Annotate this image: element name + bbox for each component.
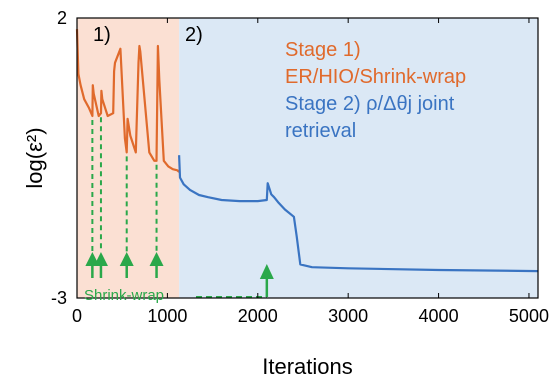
stage-region-1 [77, 18, 180, 298]
shrink-wrap-annotation: Shrink-wrap [84, 287, 164, 304]
stage-region-2 [179, 18, 539, 298]
series-line-1 [75, 29, 180, 173]
legend-stage1-title: Stage 1) [285, 39, 361, 61]
y-tick-label: -3 [51, 288, 67, 308]
stage2-arrow [259, 264, 274, 279]
x-axis-label: Iterations [262, 354, 353, 379]
legend-stage1-method: ER/HIO/Shrink-wrap [285, 66, 466, 88]
plot-frame [76, 17, 539, 299]
x-tick-label: 5000 [509, 306, 549, 326]
shrink-wrap-arrow [149, 252, 164, 266]
y-axis-label: log(ε²) [22, 127, 47, 188]
stage1-region-label: 1) [93, 24, 111, 46]
x-tick-label: 4000 [419, 306, 459, 326]
tick-labels: 0 1000 2000 3000 4000 5000 -3 2 [51, 8, 549, 326]
annotation-markers [85, 117, 274, 298]
x-tick-label: 3000 [328, 306, 368, 326]
stage-regions [77, 18, 539, 298]
stage2-region-label: 2) [185, 24, 203, 46]
legend-stage2-method: retrieval [285, 120, 356, 142]
x-tick-label: 1000 [147, 306, 187, 326]
series-lines [75, 29, 539, 273]
x-tick-label: 2000 [238, 306, 278, 326]
shrink-wrap-arrow [119, 252, 134, 266]
y-tick-label: 2 [57, 8, 67, 28]
shrink-wrap-arrow [93, 252, 108, 266]
axes [76, 17, 539, 299]
x-tick-label: 0 [72, 306, 82, 326]
series-line-2 [178, 155, 539, 273]
legend-stage2-title: Stage 2) ρ/Δθj joint [285, 93, 455, 115]
